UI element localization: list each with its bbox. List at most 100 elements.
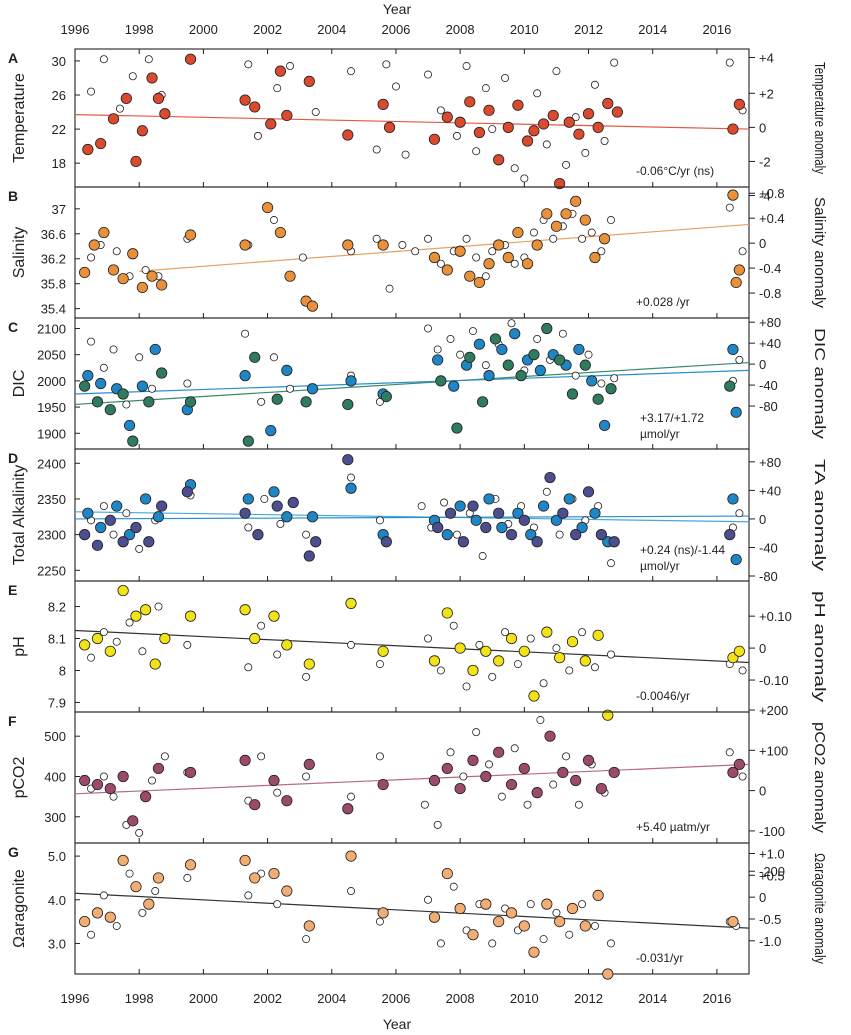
right-tick-label: -40 — [759, 540, 778, 555]
data-point — [342, 454, 354, 466]
y-axis-label: Total Alkalinity — [11, 465, 28, 566]
data-point — [269, 353, 278, 362]
data-point — [497, 792, 506, 801]
data-point — [573, 343, 585, 356]
data-point — [91, 907, 104, 919]
data-point — [605, 383, 617, 395]
data-point — [260, 494, 269, 503]
right-tick-label: +0.5 — [759, 868, 785, 883]
data-point — [727, 493, 739, 505]
data-point — [493, 239, 505, 251]
data-point — [298, 253, 307, 262]
data-point — [584, 350, 593, 359]
trend-line — [74, 361, 750, 406]
data-point — [454, 245, 466, 257]
data-point — [725, 58, 734, 67]
right-tick-label: 0 — [759, 236, 766, 251]
right-tick-label: +200 — [759, 703, 788, 718]
data-point — [735, 355, 744, 364]
data-point — [184, 396, 197, 408]
data-point — [483, 258, 495, 270]
data-point — [398, 241, 407, 250]
data-point — [554, 652, 566, 664]
data-point — [428, 655, 441, 667]
top-x-tick-label: 2006 — [381, 22, 410, 37]
data-point — [526, 634, 535, 643]
data-point — [242, 435, 254, 447]
y-tick-label: 2300 — [37, 528, 66, 543]
data-point — [467, 929, 479, 941]
data-point — [541, 626, 553, 638]
panel-c: C 1900 1950 2000 2050 2100 +80 +40 0 -40 -80 DIC DIC… — [8, 315, 828, 450]
data-point — [302, 530, 311, 539]
data-point — [135, 828, 144, 837]
data-point — [424, 324, 433, 333]
trend-line — [74, 369, 750, 395]
data-point — [513, 660, 522, 669]
data-point — [239, 604, 251, 616]
data-point — [345, 375, 357, 387]
data-point — [159, 108, 171, 120]
trend-annotation-units: µmol/yr — [640, 559, 680, 573]
data-point — [592, 121, 604, 133]
data-point — [552, 908, 561, 917]
right-axis-label: Salinity anomaly — [811, 197, 828, 309]
data-point — [592, 889, 604, 902]
data-point — [610, 58, 619, 67]
data-point — [537, 118, 550, 130]
data-point — [372, 145, 381, 154]
data-point — [549, 780, 558, 789]
data-point — [306, 511, 319, 523]
data-point — [79, 639, 91, 651]
data-point — [112, 247, 121, 256]
data-point — [273, 900, 282, 909]
data-point — [436, 106, 445, 115]
data-point — [249, 632, 261, 645]
data-point — [417, 502, 426, 511]
panel-f: F 300 400 500 +200 +100 0 -100 -200 pCO2 pCO2 anom… — [8, 703, 828, 879]
right-axis-label: Ωaragonite anomaly — [811, 853, 828, 964]
trend-annotation: -0.031/yr — [636, 951, 683, 965]
panel-frame — [74, 842, 750, 975]
data-point — [592, 629, 604, 641]
top-x-tick-label: 2004 — [317, 22, 346, 37]
data-point — [512, 226, 524, 239]
data-point — [523, 800, 532, 809]
data-point — [733, 264, 745, 276]
data-point — [512, 99, 524, 111]
y-tick-label: 1900 — [37, 426, 66, 441]
data-point — [441, 762, 453, 775]
data-point — [269, 216, 278, 225]
data-point — [107, 264, 120, 276]
data-point — [730, 553, 742, 566]
data-point — [525, 529, 537, 541]
data-point — [441, 867, 453, 880]
data-point — [265, 118, 277, 130]
data-point — [95, 377, 107, 390]
data-point — [581, 148, 590, 157]
data-point — [502, 251, 514, 264]
right-tick-label: -40 — [759, 378, 778, 393]
data-point — [520, 174, 529, 183]
data-point — [488, 247, 497, 256]
data-point — [727, 189, 739, 201]
data-point — [152, 511, 165, 523]
data-point — [518, 645, 530, 657]
data-point — [95, 521, 107, 534]
panel-letter: A — [8, 50, 18, 66]
data-point — [136, 281, 148, 294]
data-point — [454, 116, 466, 128]
data-point — [570, 774, 582, 787]
data-point — [481, 84, 490, 93]
data-point — [565, 930, 574, 939]
data-point — [130, 610, 142, 622]
right-axis-label: pCO2 anomaly — [811, 722, 828, 834]
data-point — [109, 345, 118, 354]
data-point — [571, 371, 580, 380]
data-point — [725, 203, 734, 212]
data-point — [481, 272, 490, 281]
right-tick-label: 0 — [759, 641, 766, 656]
panel-letter: B — [8, 188, 18, 204]
data-point — [493, 655, 505, 667]
data-point — [735, 509, 744, 518]
